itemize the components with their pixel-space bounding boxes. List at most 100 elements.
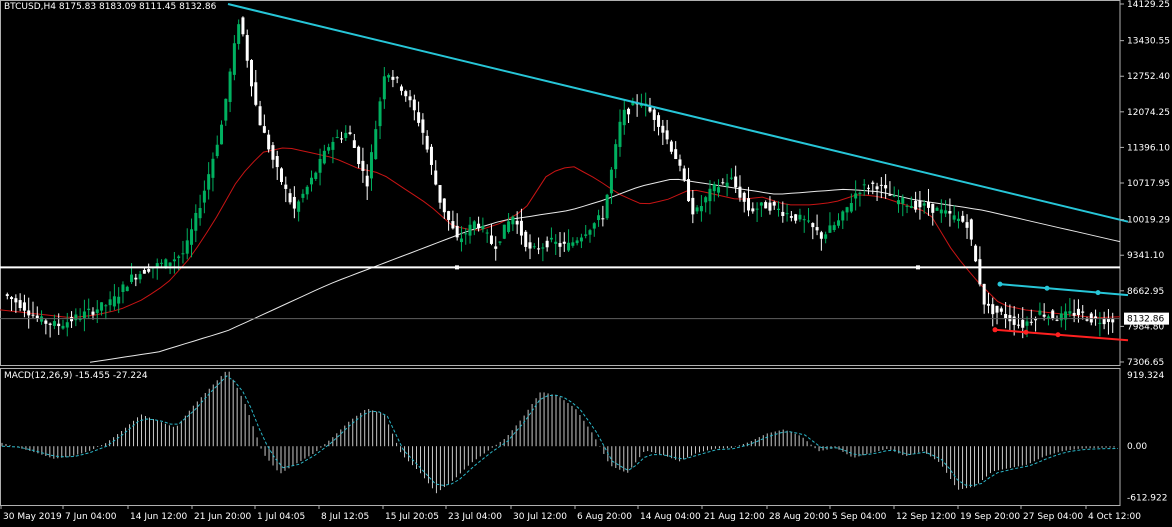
price-tick-label: 7984.80 xyxy=(1127,322,1164,332)
candle-body xyxy=(871,182,875,184)
candle-body xyxy=(455,225,459,238)
candle-body xyxy=(1111,319,1115,323)
candle-body xyxy=(982,283,986,305)
candle-body xyxy=(952,215,956,220)
candle-body xyxy=(562,241,566,244)
candle-body xyxy=(361,160,365,171)
candle-body xyxy=(95,309,99,313)
candle-body xyxy=(70,317,74,322)
candle-body xyxy=(866,187,870,189)
candle-body xyxy=(190,229,194,245)
candle-body xyxy=(232,43,236,75)
candle-body xyxy=(250,59,254,87)
candle-body xyxy=(228,71,232,102)
candle-body xyxy=(614,144,618,170)
candle-body xyxy=(121,284,125,292)
candle-body xyxy=(1034,318,1038,321)
candle-body xyxy=(567,242,571,251)
ma-fast-line xyxy=(0,147,1121,319)
candle-body xyxy=(215,144,219,157)
candle-body xyxy=(905,205,909,207)
macd-header: MACD(12,26,9) -15.455 -27.224 xyxy=(4,371,148,381)
current-price-tag xyxy=(1124,312,1169,325)
candle-body xyxy=(27,310,31,316)
candle-body xyxy=(798,214,802,220)
candle-body xyxy=(100,302,104,311)
candle-body xyxy=(532,246,536,248)
candle-body xyxy=(408,96,412,101)
candle-body xyxy=(138,274,142,280)
candle-body xyxy=(168,262,172,266)
price-tick-label: 10019.29 xyxy=(1127,216,1170,226)
level-anchor xyxy=(455,265,459,270)
candle-body xyxy=(875,186,879,190)
candle-body xyxy=(1094,316,1098,319)
candle-body xyxy=(185,240,189,254)
candle-body xyxy=(759,202,763,206)
candle-body xyxy=(1029,321,1033,323)
candle-body xyxy=(575,240,579,244)
candle-body xyxy=(909,206,913,208)
candle-body xyxy=(807,220,811,222)
candle-body xyxy=(1059,313,1063,321)
candle-body xyxy=(10,297,14,299)
candle-body xyxy=(211,158,215,178)
candle-body xyxy=(631,101,635,106)
descending-trendline xyxy=(227,3,1129,223)
candle-body xyxy=(584,234,588,236)
time-tick-label: 15 Jul 20:05 xyxy=(385,512,439,522)
candle-body xyxy=(888,194,892,196)
candle-body xyxy=(768,202,772,211)
candle-body xyxy=(1021,319,1025,328)
candle-body xyxy=(1072,312,1076,316)
candle-body xyxy=(661,125,665,133)
time-tick-label: 12 Sep 12:00 xyxy=(896,512,956,522)
candle-body xyxy=(14,298,18,303)
candle-body xyxy=(571,242,575,246)
support-anchor xyxy=(1055,332,1061,338)
candle-body xyxy=(130,274,134,283)
channel-upper-line xyxy=(999,283,1129,297)
price-tick-label: 9341.10 xyxy=(1127,251,1164,261)
candle-body xyxy=(468,224,472,236)
candle-body xyxy=(1004,314,1008,319)
candle-body xyxy=(57,323,61,327)
candle-body xyxy=(322,150,326,164)
candle-body xyxy=(459,238,463,243)
candle-body xyxy=(609,169,613,194)
candle-body xyxy=(622,109,626,126)
time-tick-label: 21 Jun 20:00 xyxy=(194,512,251,522)
candle-body xyxy=(395,77,399,79)
time-tick-label: 8 Jul 12:05 xyxy=(321,512,369,522)
candle-body xyxy=(682,168,686,181)
candle-body xyxy=(331,141,335,150)
candle-body xyxy=(657,115,661,127)
candle-body xyxy=(507,221,511,232)
trendlines[interactable] xyxy=(0,3,1129,342)
candle-body xyxy=(627,108,631,115)
time-tick-label: 30 May 2019 xyxy=(3,512,62,522)
macd-pane-frame xyxy=(0,368,1121,506)
candle-body xyxy=(280,168,283,182)
candle-body xyxy=(1076,308,1080,316)
time-tick-label: 23 Jul 04:00 xyxy=(448,512,502,522)
time-tick-label: 21 Aug 12:00 xyxy=(704,512,765,522)
candle-body xyxy=(691,197,695,215)
candle-body xyxy=(292,196,296,209)
candle-body xyxy=(695,207,699,212)
candle-body xyxy=(554,241,558,244)
candle-body xyxy=(399,86,403,91)
candle-body xyxy=(1081,311,1085,313)
candle-body xyxy=(545,240,549,248)
candle-body xyxy=(931,203,935,213)
macd-tick-label: 0.00 xyxy=(1127,442,1147,452)
candle-body xyxy=(725,182,729,187)
candle-body xyxy=(755,208,759,210)
candle-body xyxy=(515,220,519,225)
candle-body xyxy=(511,216,515,225)
candle-body xyxy=(82,311,86,319)
candle-body xyxy=(1102,318,1106,325)
candle-body xyxy=(802,219,806,221)
